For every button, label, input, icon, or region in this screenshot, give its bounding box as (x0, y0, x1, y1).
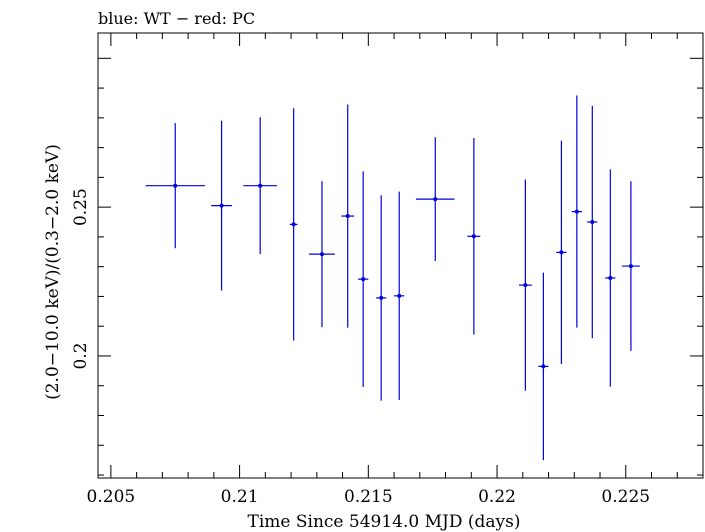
point-marker (541, 364, 546, 369)
point-marker (397, 293, 402, 298)
point-marker (379, 295, 384, 300)
point-marker (628, 264, 633, 269)
x-axis-label: Time Since 54914.0 MJD (days) (248, 512, 521, 532)
x-tick-label: 0.215 (344, 487, 393, 507)
point-marker (590, 220, 595, 225)
y-tick-label: 0.25 (71, 188, 91, 226)
data-point (587, 105, 598, 339)
x-tick-label: 0.225 (601, 487, 650, 507)
point-marker (361, 277, 366, 282)
data-point (358, 171, 369, 387)
data-point (341, 104, 355, 328)
data-point (394, 191, 405, 401)
data-point (621, 181, 640, 351)
data-point (309, 181, 335, 328)
data-point (289, 108, 298, 341)
point-marker (258, 183, 263, 188)
point-marker (523, 283, 528, 288)
data-point (467, 138, 481, 335)
point-marker (291, 222, 296, 227)
data-point (518, 179, 532, 391)
plot-frame (97, 32, 704, 479)
data-point (571, 95, 582, 328)
data-point (211, 120, 232, 291)
point-marker (173, 183, 178, 188)
data-point (538, 272, 549, 461)
point-marker (608, 275, 613, 280)
point-marker (345, 214, 350, 219)
point-marker (559, 250, 564, 255)
data-point (243, 117, 277, 255)
chart-title: blue: WT − red: PC (98, 9, 255, 28)
y-tick-label: 0.2 (71, 342, 91, 369)
x-tick-label: 0.21 (221, 487, 259, 507)
data-point (415, 137, 455, 262)
x-tick-label: 0.205 (87, 487, 136, 507)
point-marker (433, 197, 438, 202)
point-marker (219, 203, 224, 208)
point-marker (574, 209, 579, 214)
x-tick-label: 0.22 (478, 487, 516, 507)
data-point (376, 195, 387, 401)
data-point (556, 140, 567, 364)
y-axis-label: (2.0−10.0 keV)/(0.3−2.0 keV) (43, 144, 63, 400)
point-marker (471, 234, 476, 239)
data-point (145, 123, 205, 249)
point-marker (319, 252, 324, 257)
data-point (605, 169, 616, 387)
